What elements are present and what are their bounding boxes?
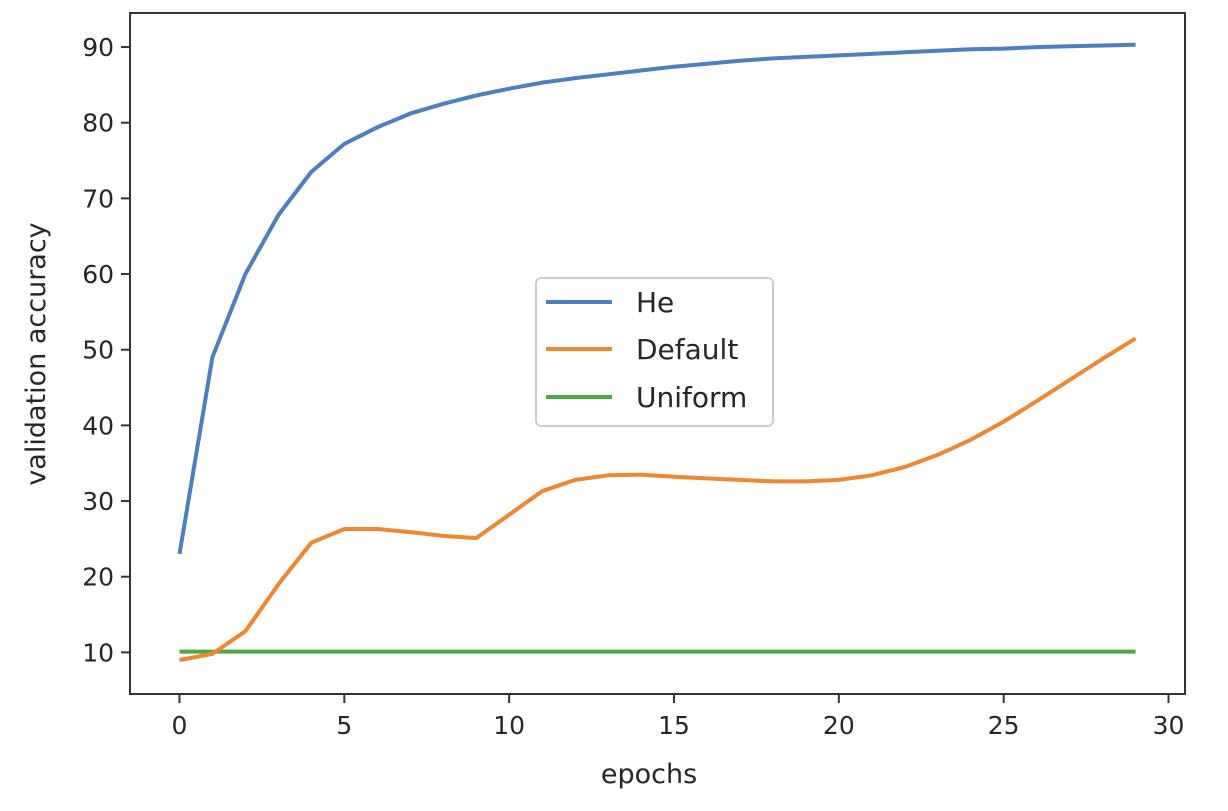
series-line-he bbox=[177, 42, 1136, 555]
y-tick-label: 20 bbox=[82, 563, 114, 592]
x-tick-label: 30 bbox=[1153, 711, 1185, 740]
x-tick-label: 15 bbox=[658, 711, 690, 740]
y-tick-label: 80 bbox=[82, 109, 114, 138]
x-tick-label: 10 bbox=[493, 711, 525, 740]
legend-label-uniform: Uniform bbox=[636, 381, 747, 414]
legend-box bbox=[535, 277, 774, 427]
y-tick-label: 90 bbox=[82, 33, 114, 62]
plot-frame bbox=[129, 12, 1186, 695]
y-tick-label: 10 bbox=[82, 638, 114, 667]
x-axis-ticks: 0 5 10 15 20 25 30 bbox=[172, 694, 1185, 740]
x-tick-label: 25 bbox=[988, 711, 1020, 740]
series-line-default bbox=[179, 336, 1137, 662]
legend: He Default Uniform bbox=[535, 277, 774, 427]
x-tick-label: 5 bbox=[336, 711, 352, 740]
y-tick-label: 60 bbox=[82, 260, 114, 289]
series-layer bbox=[177, 42, 1137, 662]
y-axis-ticks: 10 20 30 40 50 60 70 80 90 bbox=[82, 33, 130, 667]
legend-label-default: Default bbox=[636, 333, 738, 366]
x-tick-label: 0 bbox=[172, 711, 188, 740]
y-tick-label: 30 bbox=[82, 487, 114, 516]
legend-label-he: He bbox=[636, 286, 674, 319]
y-axis-label: validation accuracy bbox=[21, 222, 52, 485]
y-tick-label: 40 bbox=[82, 411, 114, 440]
y-tick-label: 70 bbox=[82, 184, 114, 213]
x-axis-label: epochs bbox=[601, 759, 697, 790]
y-tick-label: 50 bbox=[82, 336, 114, 365]
x-tick-label: 20 bbox=[823, 711, 855, 740]
